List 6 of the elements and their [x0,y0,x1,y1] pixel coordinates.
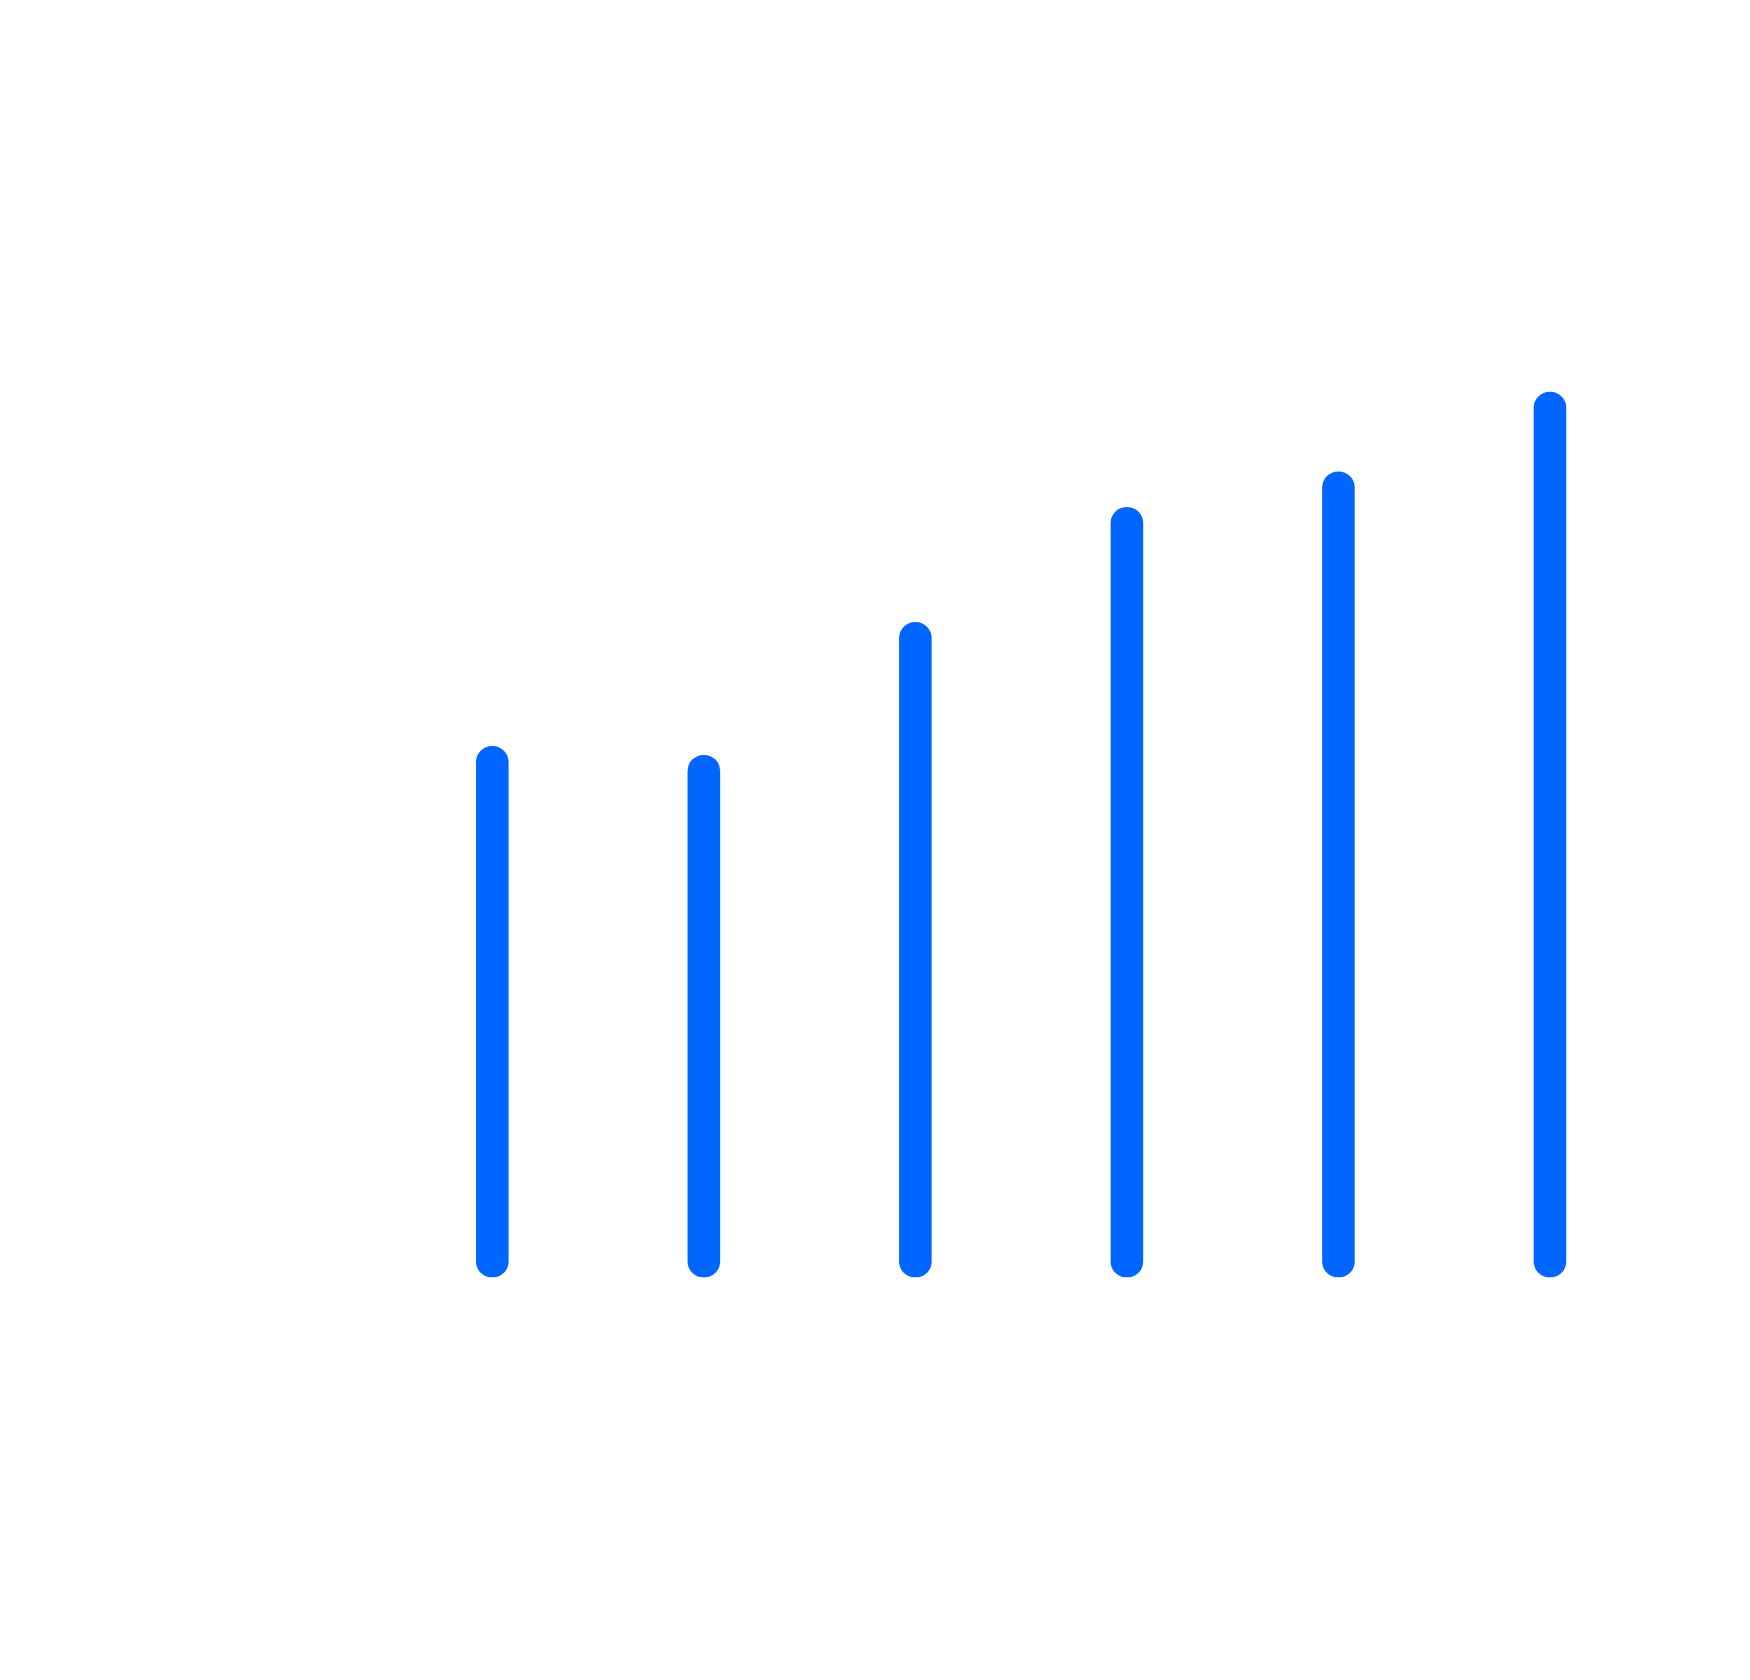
bar [1533,391,1567,1278]
bar [476,746,509,1278]
bar [1322,471,1355,1278]
bar [899,622,932,1278]
bar [687,754,721,1278]
bar [1110,506,1144,1278]
